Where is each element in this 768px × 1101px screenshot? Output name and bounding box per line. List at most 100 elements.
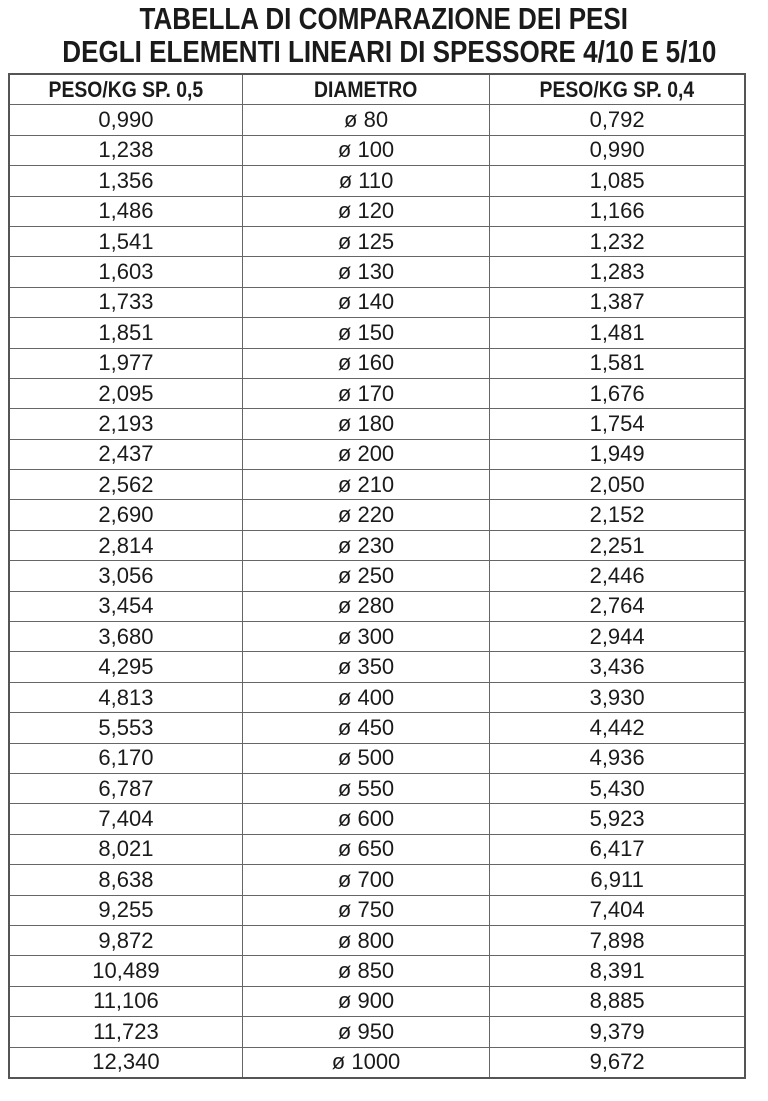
diameter-cell: ø 950 [241, 1016, 491, 1048]
table-row: 8,638 ø 700 6,911 [8, 864, 746, 896]
weight-04-cell: 2,251 [489, 529, 746, 562]
table-row: 8,021 ø 650 6,417 [8, 833, 746, 866]
weight-04-cell: 1,085 [489, 165, 746, 197]
title-line-2: DEGLI ELEMENTI LINEARI DI SPESSORE 4/10 … [0, 36, 768, 68]
diameter-cell: ø 450 [241, 712, 491, 744]
weight-05-cell: 6,170 [8, 742, 243, 774]
diameter-cell: ø 160 [241, 347, 491, 379]
weight-04-cell: 8,885 [489, 985, 746, 1018]
diameter-cell: ø 1000 [241, 1046, 491, 1079]
weight-05-cell: 1,733 [8, 286, 243, 319]
weight-comparison-table: PESO/KG SP. 0,5 DIAMETRO PESO/KG SP. 0,4… [8, 73, 746, 1079]
weight-05-cell: 9,255 [8, 894, 243, 926]
table-row: 4,295 ø 350 3,436 [8, 651, 746, 683]
weight-04-cell: 9,379 [489, 1016, 746, 1048]
weight-04-cell: 1,676 [489, 377, 746, 410]
header-text: DIAMETRO [314, 76, 418, 102]
title-line-1: TABELLA DI COMPARAZIONE DEI PESI [0, 3, 768, 35]
weight-05-cell: 11,106 [8, 985, 243, 1018]
diameter-cell: ø 170 [241, 377, 491, 410]
table-row: 2,437 ø 200 1,949 [8, 438, 746, 471]
diameter-cell: ø 900 [241, 985, 491, 1018]
weight-05-cell: 12,340 [8, 1046, 243, 1079]
weight-04-cell: 2,944 [489, 621, 746, 653]
diameter-cell: ø 650 [241, 833, 491, 866]
weight-04-cell: 2,152 [489, 499, 746, 531]
table-row: 10,489 ø 850 8,391 [8, 955, 746, 987]
weight-05-cell: 1,486 [8, 195, 243, 227]
weight-05-cell: 4,295 [8, 651, 243, 683]
weight-05-cell: 3,056 [8, 560, 243, 592]
table-row: 4,813 ø 400 3,930 [8, 681, 746, 714]
table-row: 1,486 ø 120 1,166 [8, 195, 746, 227]
header-row: PESO/KG SP. 0,5 DIAMETRO PESO/KG SP. 0,4 [8, 73, 746, 106]
weight-04-cell: 1,166 [489, 195, 746, 227]
table-row: 1,733 ø 140 1,387 [8, 286, 746, 319]
weight-04-cell: 3,436 [489, 651, 746, 683]
weight-04-cell: 2,050 [489, 469, 746, 501]
weight-04-cell: 6,417 [489, 833, 746, 866]
diameter-cell: ø 280 [241, 590, 491, 623]
weight-05-cell: 1,356 [8, 165, 243, 197]
weight-04-cell: 4,936 [489, 742, 746, 774]
weight-04-cell: 7,404 [489, 894, 746, 926]
table-row: 1,356 ø 110 1,085 [8, 165, 746, 197]
weight-04-cell: 1,581 [489, 347, 746, 379]
weight-05-cell: 1,603 [8, 256, 243, 288]
table-row: 2,814 ø 230 2,251 [8, 529, 746, 562]
weight-05-cell: 2,814 [8, 529, 243, 562]
diameter-cell: ø 80 [241, 104, 491, 136]
weight-05-cell: 3,454 [8, 590, 243, 623]
diameter-cell: ø 600 [241, 803, 491, 835]
weight-04-cell: 6,911 [489, 864, 746, 896]
diameter-cell: ø 110 [241, 165, 491, 197]
weight-05-cell: 7,404 [8, 803, 243, 835]
weight-04-cell: 1,283 [489, 256, 746, 288]
weight-05-cell: 11,723 [8, 1016, 243, 1048]
weight-04-cell: 1,481 [489, 317, 746, 349]
diameter-cell: ø 250 [241, 560, 491, 592]
table-row: 5,553 ø 450 4,442 [8, 712, 746, 744]
table-row: 1,541 ø 125 1,232 [8, 225, 746, 258]
weight-04-cell: 5,923 [489, 803, 746, 835]
weight-05-cell: 10,489 [8, 955, 243, 987]
table-row: 6,787 ø 550 5,430 [8, 772, 746, 805]
weight-04-cell: 3,930 [489, 681, 746, 714]
weight-05-cell: 5,553 [8, 712, 243, 744]
diameter-cell: ø 125 [241, 225, 491, 258]
weight-05-cell: 3,680 [8, 621, 243, 653]
diameter-cell: ø 500 [241, 742, 491, 774]
table-row: 7,404 ø 600 5,923 [8, 803, 746, 835]
diameter-cell: ø 140 [241, 286, 491, 319]
table-row: 1,851 ø 150 1,481 [8, 317, 746, 349]
diameter-cell: ø 200 [241, 438, 491, 471]
weight-05-cell: 8,638 [8, 864, 243, 896]
table-row: 11,106 ø 900 8,885 [8, 985, 746, 1018]
header-weight-05: PESO/KG SP. 0,5 [8, 73, 243, 106]
weight-04-cell: 9,672 [489, 1046, 746, 1079]
table-row: 3,454 ø 280 2,764 [8, 590, 746, 623]
diameter-cell: ø 230 [241, 529, 491, 562]
table-row: 3,680 ø 300 2,944 [8, 621, 746, 653]
weight-05-cell: 1,541 [8, 225, 243, 258]
weight-05-cell: 1,977 [8, 347, 243, 379]
header-weight-04: PESO/KG SP. 0,4 [489, 73, 746, 106]
weight-05-cell: 4,813 [8, 681, 243, 714]
weight-04-cell: 7,898 [489, 924, 746, 957]
weight-05-cell: 2,095 [8, 377, 243, 410]
table-row: 3,056 ø 250 2,446 [8, 560, 746, 592]
weight-05-cell: 9,872 [8, 924, 243, 957]
weight-05-cell: 6,787 [8, 772, 243, 805]
header-diameter: DIAMETRO [241, 73, 491, 106]
table-row: 2,193 ø 180 1,754 [8, 408, 746, 440]
weight-04-cell: 1,387 [489, 286, 746, 319]
diameter-cell: ø 220 [241, 499, 491, 531]
weight-05-cell: 1,851 [8, 317, 243, 349]
weight-04-cell: 4,442 [489, 712, 746, 744]
diameter-cell: ø 210 [241, 469, 491, 501]
diameter-cell: ø 350 [241, 651, 491, 683]
table-row: 11,723 ø 950 9,379 [8, 1016, 746, 1048]
weight-04-cell: 2,764 [489, 590, 746, 623]
weight-05-cell: 2,193 [8, 408, 243, 440]
diameter-cell: ø 550 [241, 772, 491, 805]
